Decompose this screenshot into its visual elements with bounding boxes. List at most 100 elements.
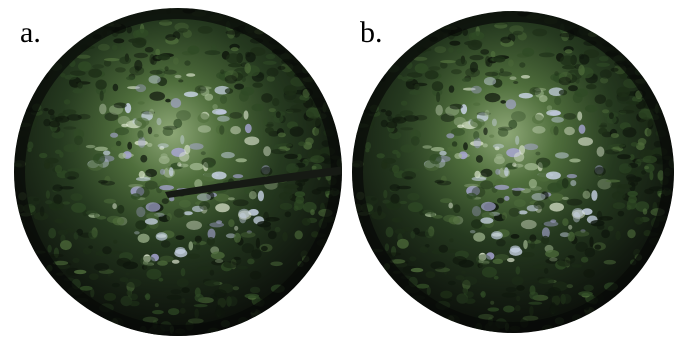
leaf-patch xyxy=(184,211,193,215)
leaf-patch xyxy=(88,69,102,78)
leaf-patch xyxy=(439,151,446,156)
leaf-patch xyxy=(55,165,62,173)
leaf-patch xyxy=(448,203,453,209)
leaf-patch xyxy=(512,276,524,285)
leaf-patch xyxy=(215,203,230,212)
leaf-patch xyxy=(484,77,496,85)
leaf-patch xyxy=(459,260,474,268)
leaf-patch xyxy=(303,202,317,213)
leaf-patch xyxy=(63,144,79,152)
leaf-patch xyxy=(312,166,317,169)
leaf-patch xyxy=(245,294,260,299)
leaf-patch xyxy=(117,205,124,214)
leaf-patch xyxy=(579,125,586,134)
leaf-patch xyxy=(242,76,246,82)
leaf-patch xyxy=(618,211,625,217)
leaf-patch xyxy=(167,295,182,300)
leaf-patch xyxy=(298,142,305,147)
leaf-patch xyxy=(583,191,591,199)
leaf-patch xyxy=(627,176,643,182)
leaf-patch xyxy=(611,133,619,138)
leaf-patch xyxy=(93,153,105,164)
leaf-patch xyxy=(634,217,643,225)
leaf-patch xyxy=(449,238,453,242)
leaf-patch xyxy=(597,211,603,222)
leaf-patch xyxy=(134,53,148,58)
leaf-patch xyxy=(146,269,161,280)
leaf-patch xyxy=(277,143,292,147)
leaf-patch xyxy=(570,180,576,186)
leaf-patch xyxy=(481,202,496,211)
leaf-patch xyxy=(149,109,154,116)
leaf-patch xyxy=(205,50,221,55)
leaf-patch xyxy=(470,62,478,73)
leaf-patch xyxy=(70,193,82,201)
leaf-patch xyxy=(113,217,125,225)
leaf-patch xyxy=(474,171,480,178)
leaf-patch xyxy=(285,184,299,189)
leaf-patch xyxy=(641,170,646,174)
leaf-patch xyxy=(605,180,620,183)
leaf-patch xyxy=(529,234,536,241)
leaf-patch xyxy=(529,306,533,316)
leaf-patch xyxy=(265,127,274,134)
leaf-patch xyxy=(386,122,397,129)
leaf-patch xyxy=(532,193,546,201)
leaf-patch xyxy=(104,199,116,204)
leaf-patch xyxy=(472,206,481,216)
leaf-patch xyxy=(223,261,237,268)
leaf-patch xyxy=(131,193,141,199)
leaf-patch xyxy=(244,137,259,146)
leaf-patch xyxy=(554,96,561,105)
leaf-patch xyxy=(78,61,91,71)
leaf-patch xyxy=(233,174,243,178)
leaf-patch xyxy=(63,126,76,129)
leaf-patch xyxy=(616,87,630,98)
leaf-patch xyxy=(47,245,51,253)
leaf-patch xyxy=(165,34,176,41)
leaf-patch xyxy=(643,156,657,164)
leaf-patch xyxy=(604,149,619,154)
leaf-patch xyxy=(559,77,571,86)
leaf-patch xyxy=(250,287,260,294)
leaf-patch xyxy=(112,203,117,209)
leaf-patch xyxy=(422,145,432,148)
leaf-patch xyxy=(414,84,419,90)
leaf-patch xyxy=(220,95,227,104)
leaf-patch xyxy=(639,117,653,128)
leaf-patch xyxy=(538,278,554,284)
leaf-patch xyxy=(247,259,254,265)
leaf-patch xyxy=(515,136,519,145)
leaf-patch xyxy=(225,75,237,84)
leaf-patch xyxy=(638,138,647,146)
leaf-patch xyxy=(446,133,454,138)
leaf-patch xyxy=(429,66,441,70)
leaf-patch xyxy=(596,63,610,67)
leaf-patch xyxy=(524,163,538,170)
leaf-patch xyxy=(500,37,511,44)
panel-label: b. xyxy=(360,16,383,49)
leaf-patch xyxy=(180,135,184,144)
leaf-patch xyxy=(510,76,517,80)
leaf-patch xyxy=(195,85,207,93)
leaf-patch xyxy=(136,207,145,217)
leaf-patch xyxy=(167,213,172,221)
leaf-patch xyxy=(180,308,186,314)
leaf-patch xyxy=(228,63,242,67)
leaf-patch xyxy=(549,257,557,261)
leaf-patch xyxy=(574,231,589,237)
leaf-patch xyxy=(139,171,145,178)
leaf-patch xyxy=(404,176,413,179)
leaf-patch xyxy=(529,179,537,188)
leaf-patch xyxy=(448,281,456,285)
leaf-patch xyxy=(591,190,597,201)
leaf-patch xyxy=(186,221,202,230)
leaf-patch xyxy=(282,232,287,242)
leaf-patch xyxy=(470,55,484,60)
leaf-patch xyxy=(567,174,577,178)
leaf-patch xyxy=(480,49,489,55)
leaf-patch xyxy=(219,125,224,134)
leaf-patch xyxy=(497,198,504,204)
leaf-patch xyxy=(284,154,298,159)
leaf-patch xyxy=(226,30,239,34)
